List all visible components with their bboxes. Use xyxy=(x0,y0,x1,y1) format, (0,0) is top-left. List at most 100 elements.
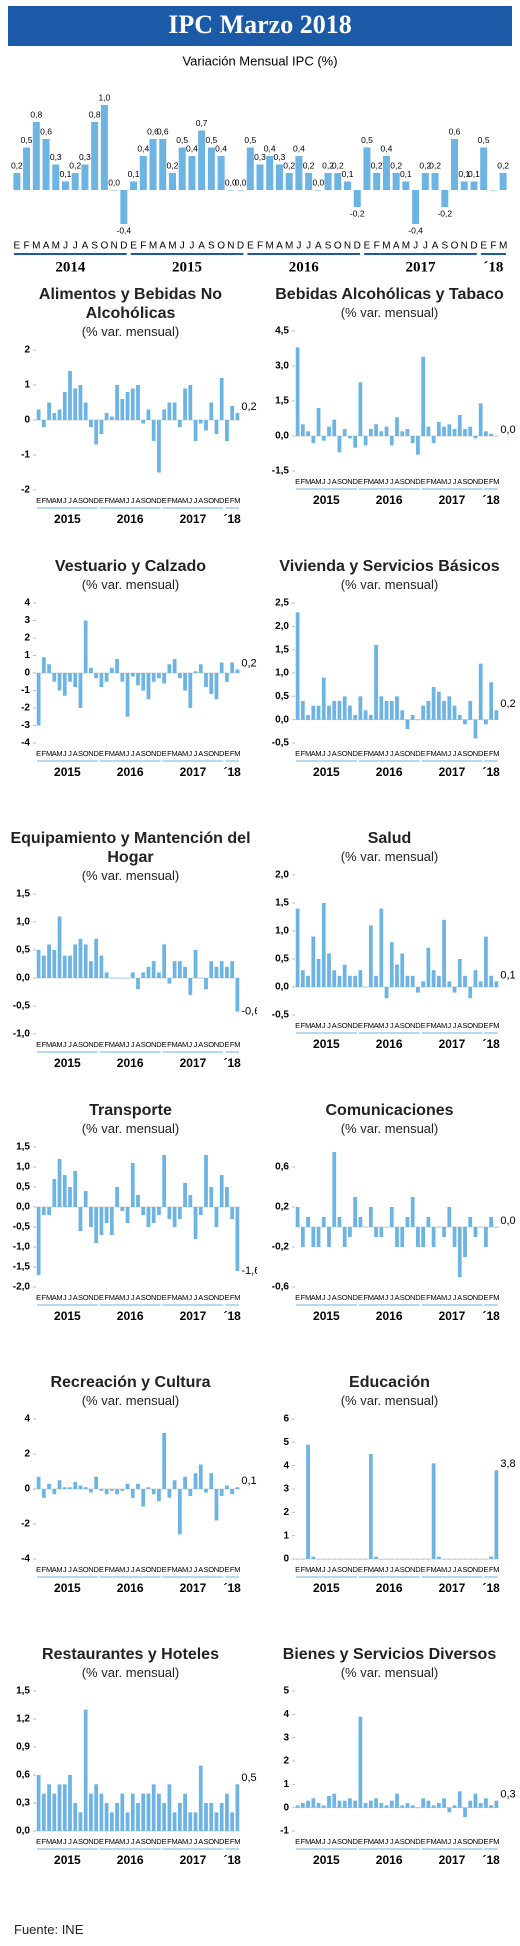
value-label: 0,3 xyxy=(274,152,286,162)
x-tick-label: J xyxy=(131,496,135,505)
x-tick-label: S xyxy=(78,496,83,505)
bar xyxy=(300,701,305,720)
bar xyxy=(104,413,109,420)
x-tick-label: F xyxy=(42,1040,47,1049)
x-tick-label: D xyxy=(478,1021,484,1030)
x-tick-label: J xyxy=(306,241,311,252)
x-tick-label: A xyxy=(198,1040,203,1049)
bar xyxy=(225,1793,229,1831)
x-tick-label: A xyxy=(52,1565,57,1574)
bar xyxy=(151,1489,156,1495)
bar xyxy=(141,420,146,424)
bar xyxy=(353,715,358,720)
x-tick-label: N xyxy=(410,1837,415,1846)
bar xyxy=(225,1187,229,1207)
x-tick-label: F xyxy=(167,1837,172,1846)
x-tick-label: S xyxy=(203,1837,208,1846)
bar xyxy=(316,1803,321,1808)
x-tick-label: N xyxy=(151,1040,156,1049)
bar xyxy=(47,1207,51,1215)
bar xyxy=(109,416,114,420)
value-label: 0,5 xyxy=(241,1772,256,1784)
x-tick-label: S xyxy=(203,749,208,758)
y-tick-label: 2 xyxy=(24,633,30,644)
bar xyxy=(41,955,46,978)
bar xyxy=(89,420,93,427)
x-tick-label: O xyxy=(83,1837,89,1846)
bar xyxy=(209,1187,214,1207)
x-tick-label: S xyxy=(337,1021,342,1030)
bar xyxy=(321,1559,326,1560)
bar xyxy=(99,1793,104,1831)
bar xyxy=(389,942,394,987)
x-tick-label: M xyxy=(182,1293,188,1302)
x-tick-label: N xyxy=(88,1565,93,1574)
bar xyxy=(57,1480,62,1489)
value-label: 0,2 xyxy=(332,160,344,170)
x-tick-label: A xyxy=(52,496,57,505)
bar xyxy=(353,1800,358,1808)
x-tick-label: M xyxy=(305,1565,311,1574)
year-label: 2017 xyxy=(439,765,466,779)
x-tick-label: D xyxy=(93,1040,99,1049)
x-tick-label: O xyxy=(83,496,89,505)
bar xyxy=(484,431,488,436)
x-tick-label: A xyxy=(198,1293,203,1302)
bar xyxy=(235,1487,240,1489)
x-tick-label: J xyxy=(447,1293,451,1302)
y-tick-label: 3 xyxy=(24,615,30,626)
x-tick-label: N xyxy=(151,1837,156,1846)
y-tick-label: 0,6 xyxy=(275,1162,289,1173)
bar xyxy=(384,701,389,720)
x-tick-label: A xyxy=(393,241,400,252)
value-label: 0,0 xyxy=(225,177,237,187)
bar xyxy=(316,408,321,436)
x-tick-label: O xyxy=(146,1565,152,1574)
value-label: 0,5 xyxy=(478,135,490,145)
bar xyxy=(478,1227,483,1228)
x-tick-label: O xyxy=(83,749,89,758)
bar xyxy=(167,978,172,984)
bar xyxy=(484,1798,488,1808)
x-tick-label: J xyxy=(194,1040,198,1049)
bar xyxy=(225,966,229,978)
value-label: 0,1 xyxy=(241,1475,256,1487)
x-tick-label: D xyxy=(470,241,477,252)
y-tick-label: 4 xyxy=(283,1709,289,1720)
bar xyxy=(172,402,177,420)
x-tick-label: E xyxy=(480,241,487,252)
x-tick-label: O xyxy=(451,241,459,252)
bar xyxy=(83,944,88,978)
bar xyxy=(389,436,394,446)
bar xyxy=(151,420,156,441)
bar xyxy=(214,1207,219,1227)
x-tick-label: S xyxy=(462,1021,467,1030)
x-tick-label: J xyxy=(188,1293,192,1302)
x-tick-label: M xyxy=(119,1565,125,1574)
x-tick-label: F xyxy=(489,1021,494,1030)
x-tick-label: J xyxy=(68,749,72,758)
bar xyxy=(327,705,331,720)
bar xyxy=(219,662,224,673)
bar xyxy=(73,1171,78,1207)
year-label: 2015 xyxy=(313,1309,340,1323)
x-tick-label: F xyxy=(489,1293,494,1302)
x-tick-label: M xyxy=(441,1293,447,1302)
bar xyxy=(188,673,193,708)
bar xyxy=(305,173,313,190)
bar xyxy=(157,673,161,679)
bar xyxy=(400,431,405,436)
bar xyxy=(395,1227,399,1247)
x-tick-label: J xyxy=(423,241,428,252)
x-tick-label: A xyxy=(374,1565,379,1574)
x-tick-label: J xyxy=(453,1837,457,1846)
bar xyxy=(342,964,347,987)
bar xyxy=(78,1485,83,1489)
x-tick-label: J xyxy=(188,1040,192,1049)
bar xyxy=(57,409,62,420)
x-tick-label: N xyxy=(111,241,118,252)
bar xyxy=(473,719,478,739)
value-label: 0,3 xyxy=(500,1789,515,1801)
bar xyxy=(130,673,135,677)
